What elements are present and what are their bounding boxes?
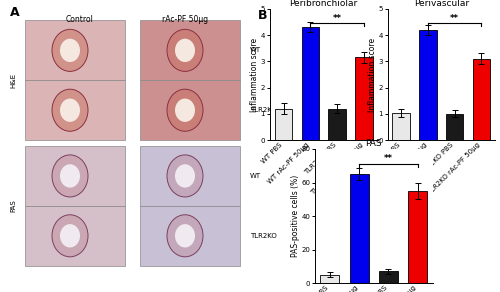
Bar xyxy=(446,114,464,140)
Circle shape xyxy=(60,39,80,62)
Bar xyxy=(25,20,125,80)
Circle shape xyxy=(167,29,203,72)
Text: **: ** xyxy=(384,154,393,163)
Title: Peribronchiolar: Peribronchiolar xyxy=(290,0,358,8)
Circle shape xyxy=(52,155,88,197)
Bar xyxy=(140,80,240,140)
Bar xyxy=(408,191,427,283)
Bar xyxy=(140,206,240,266)
Bar xyxy=(419,30,436,140)
Circle shape xyxy=(52,215,88,257)
Bar xyxy=(302,27,319,140)
Title: PAS: PAS xyxy=(366,139,382,148)
Text: Control: Control xyxy=(66,15,94,24)
Text: H&E: H&E xyxy=(11,73,17,88)
Bar xyxy=(472,59,490,140)
Circle shape xyxy=(60,164,80,188)
Circle shape xyxy=(52,89,88,131)
Bar xyxy=(275,109,292,140)
Bar xyxy=(350,174,368,283)
Bar xyxy=(25,80,125,140)
Bar xyxy=(392,113,410,140)
Text: B: B xyxy=(258,9,267,22)
Circle shape xyxy=(60,99,80,122)
Text: rAc-PF 50μg: rAc-PF 50μg xyxy=(162,15,208,24)
Text: **: ** xyxy=(450,13,459,22)
Circle shape xyxy=(175,99,195,122)
Circle shape xyxy=(167,89,203,131)
Text: **: ** xyxy=(332,13,342,22)
Bar xyxy=(25,146,125,206)
Y-axis label: Inflammation score: Inflammation score xyxy=(250,37,259,112)
Bar xyxy=(140,146,240,206)
Circle shape xyxy=(60,224,80,247)
Bar xyxy=(25,206,125,266)
Text: PAS: PAS xyxy=(11,199,17,212)
Circle shape xyxy=(175,39,195,62)
Bar xyxy=(379,272,398,283)
Text: A: A xyxy=(10,6,20,19)
Text: TLR2KO: TLR2KO xyxy=(250,107,277,113)
Text: WT: WT xyxy=(250,173,261,179)
Bar xyxy=(328,109,346,140)
Text: WT: WT xyxy=(250,47,261,53)
Text: TLR2KO: TLR2KO xyxy=(250,233,277,239)
Circle shape xyxy=(167,215,203,257)
Bar xyxy=(320,275,340,283)
Title: Perivascular: Perivascular xyxy=(414,0,469,8)
Circle shape xyxy=(52,29,88,72)
Y-axis label: PAS-positive cells (%): PAS-positive cells (%) xyxy=(291,175,300,257)
Bar xyxy=(355,57,372,140)
Circle shape xyxy=(175,164,195,188)
Bar xyxy=(140,20,240,80)
Circle shape xyxy=(167,155,203,197)
Circle shape xyxy=(175,224,195,247)
Y-axis label: Inflammation score: Inflammation score xyxy=(368,37,377,112)
